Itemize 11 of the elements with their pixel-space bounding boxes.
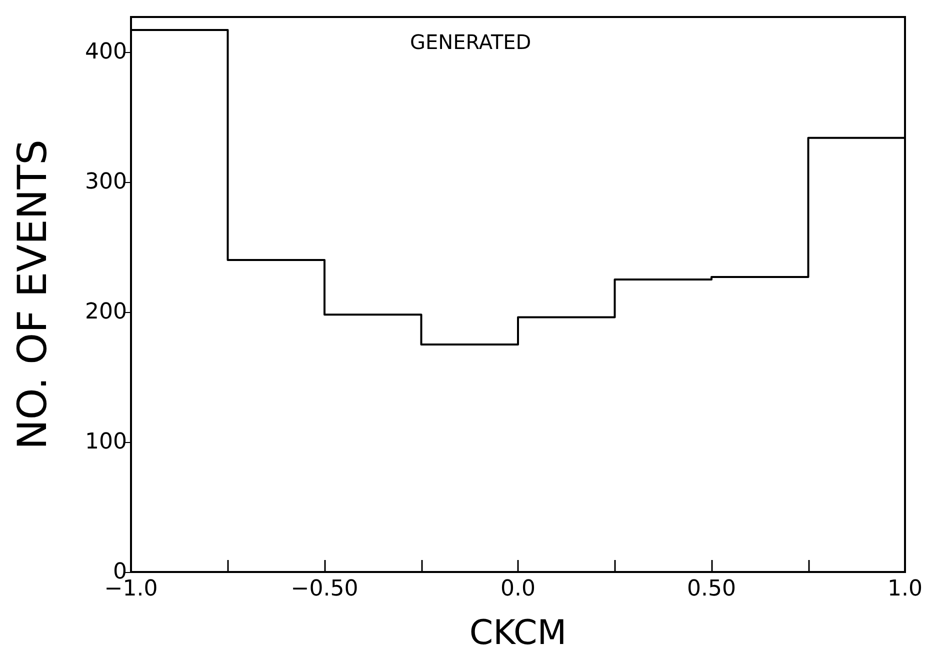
y-tick-label: 300 (85, 170, 127, 195)
x-tick-label: 1.0 (888, 576, 922, 602)
x-axis-title: CKCM (469, 613, 567, 653)
x-tick-label: 0.50 (687, 576, 736, 602)
y-tick-label: 200 (85, 300, 127, 325)
x-tick-label: −0.50 (290, 576, 358, 602)
annotation: GENERATED (410, 30, 532, 54)
y-axis-title: NO. OF EVENTS (10, 139, 56, 450)
y-tick-label: 400 (85, 40, 127, 65)
y-tick-label: 100 (85, 430, 127, 455)
x-tick-label: 0.0 (500, 576, 536, 602)
